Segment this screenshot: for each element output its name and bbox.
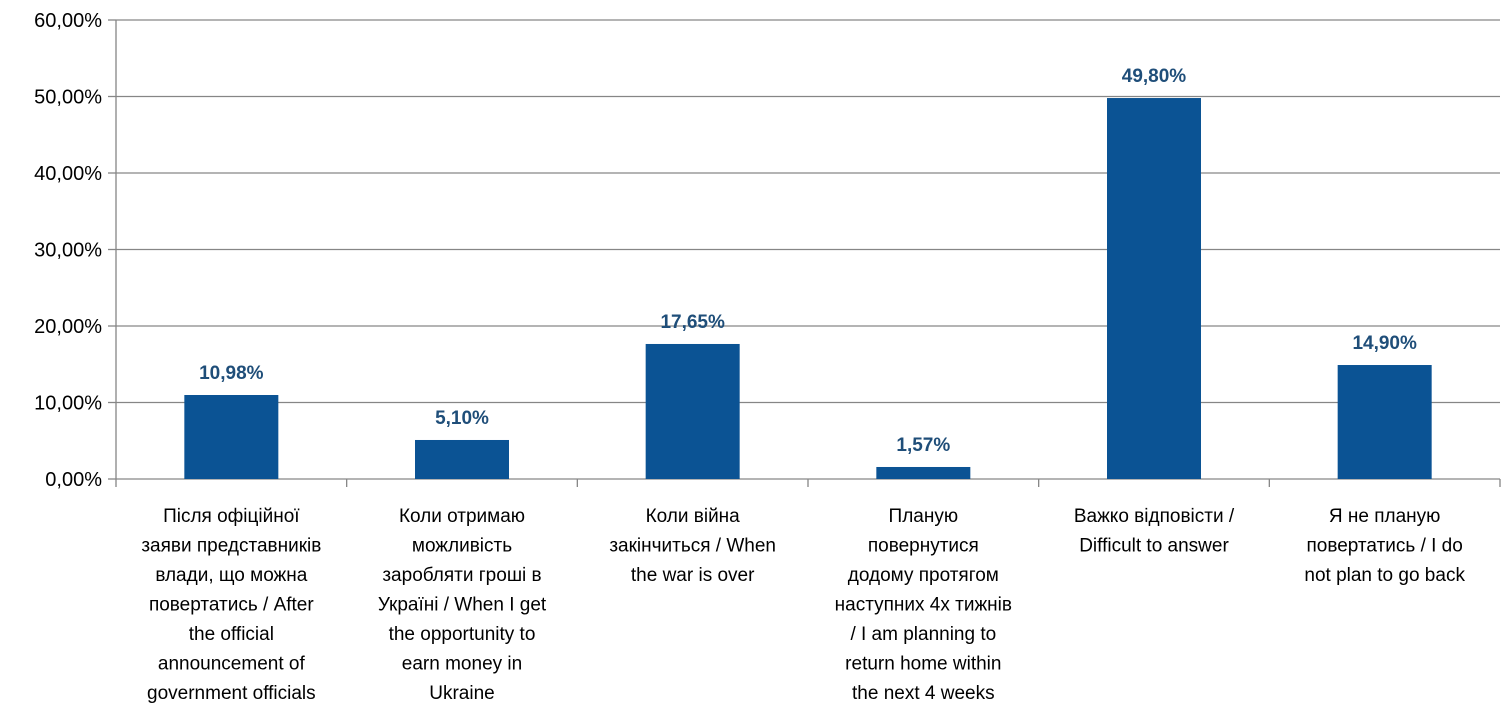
category-label-line: the next 4 weeks bbox=[852, 683, 995, 704]
bar bbox=[645, 343, 740, 479]
category-label: Коли війна закінчиться / When the war is o… bbox=[609, 506, 776, 586]
category-label: Важко відповісти / Difficult to answer bbox=[1074, 506, 1235, 557]
data-label: 17,65% bbox=[660, 312, 725, 333]
category-label-line: Коли війна bbox=[646, 506, 741, 527]
y-tick-label: 0,00% bbox=[45, 469, 102, 491]
category-label-line: announcement of bbox=[158, 654, 306, 675]
category-label-line: повертатись / After bbox=[149, 595, 314, 616]
y-tick-label: 50,00% bbox=[34, 87, 102, 109]
category-label-line: можливість bbox=[412, 536, 512, 557]
category-label-line: / I am planning to bbox=[850, 624, 996, 645]
category-label-line: the war is over bbox=[631, 565, 755, 586]
category-label-line: Коли отримаю bbox=[399, 506, 525, 527]
category-label: Планую повернутися додому протягом наступни… bbox=[835, 506, 1012, 704]
category-label: Коли отримаю можливість заробляти гроші в У… bbox=[378, 506, 547, 704]
category-label-line: заробляти гроші в bbox=[382, 565, 541, 586]
bar bbox=[1337, 365, 1432, 479]
category-label-line: the opportunity to bbox=[389, 624, 536, 645]
data-label: 10,98% bbox=[199, 363, 264, 384]
category-label-line: Планую bbox=[889, 506, 959, 527]
label-layer: 10,98% Після офіційної заяви представників… bbox=[141, 66, 1465, 704]
data-label: 5,10% bbox=[435, 408, 489, 429]
bar-layer bbox=[184, 98, 1432, 479]
category-label-line: Після офіційної bbox=[163, 506, 300, 527]
category-label-line: earn money in bbox=[402, 654, 522, 675]
y-tick-label: 40,00% bbox=[34, 163, 102, 185]
category-label-line: наступних 4х тижнів bbox=[835, 595, 1012, 616]
category-label-line: not plan to go back bbox=[1304, 565, 1465, 586]
y-tick-label: 30,00% bbox=[34, 240, 102, 262]
category-label-line: додому протягом bbox=[848, 565, 999, 586]
bar bbox=[876, 466, 971, 479]
category-label: Після офіційної заяви представників влади,… bbox=[141, 506, 321, 704]
category-label-line: влади, що можна bbox=[155, 565, 307, 586]
category-label-line: Difficult to answer bbox=[1079, 536, 1229, 557]
y-tick-label: 20,00% bbox=[34, 316, 102, 338]
data-label: 14,90% bbox=[1352, 333, 1417, 354]
data-label: 1,57% bbox=[896, 435, 950, 456]
bar bbox=[415, 439, 509, 479]
axis-layer: 0,00% 10,00% 20,00% 30,00% 40,00% 50,00% 60,00… bbox=[34, 10, 1501, 491]
category-label-line: Україні / When I get bbox=[378, 595, 547, 616]
category-label-line: Важко відповісти / bbox=[1074, 506, 1235, 527]
y-tick-label: 60,00% bbox=[34, 10, 102, 32]
category-label-line: закінчиться / When bbox=[609, 536, 776, 557]
category-label: Я не планую повертатись / I do not plan to… bbox=[1304, 506, 1465, 586]
category-label-line: повернутися bbox=[868, 536, 979, 557]
category-label-line: the official bbox=[189, 624, 274, 645]
data-label: 49,80% bbox=[1122, 66, 1187, 87]
category-label-line: return home within bbox=[845, 654, 1001, 675]
category-label-line: Я не планую bbox=[1329, 506, 1441, 527]
category-label-line: Ukraine bbox=[429, 683, 494, 704]
bar bbox=[184, 395, 279, 479]
category-label-line: повертатись / I do bbox=[1306, 536, 1462, 557]
y-tick-label: 10,00% bbox=[34, 393, 102, 415]
grid-layer bbox=[116, 19, 1500, 404]
category-label-line: government officials bbox=[147, 683, 316, 704]
bar bbox=[1107, 98, 1201, 479]
category-label-line: заяви представників bbox=[141, 536, 321, 557]
